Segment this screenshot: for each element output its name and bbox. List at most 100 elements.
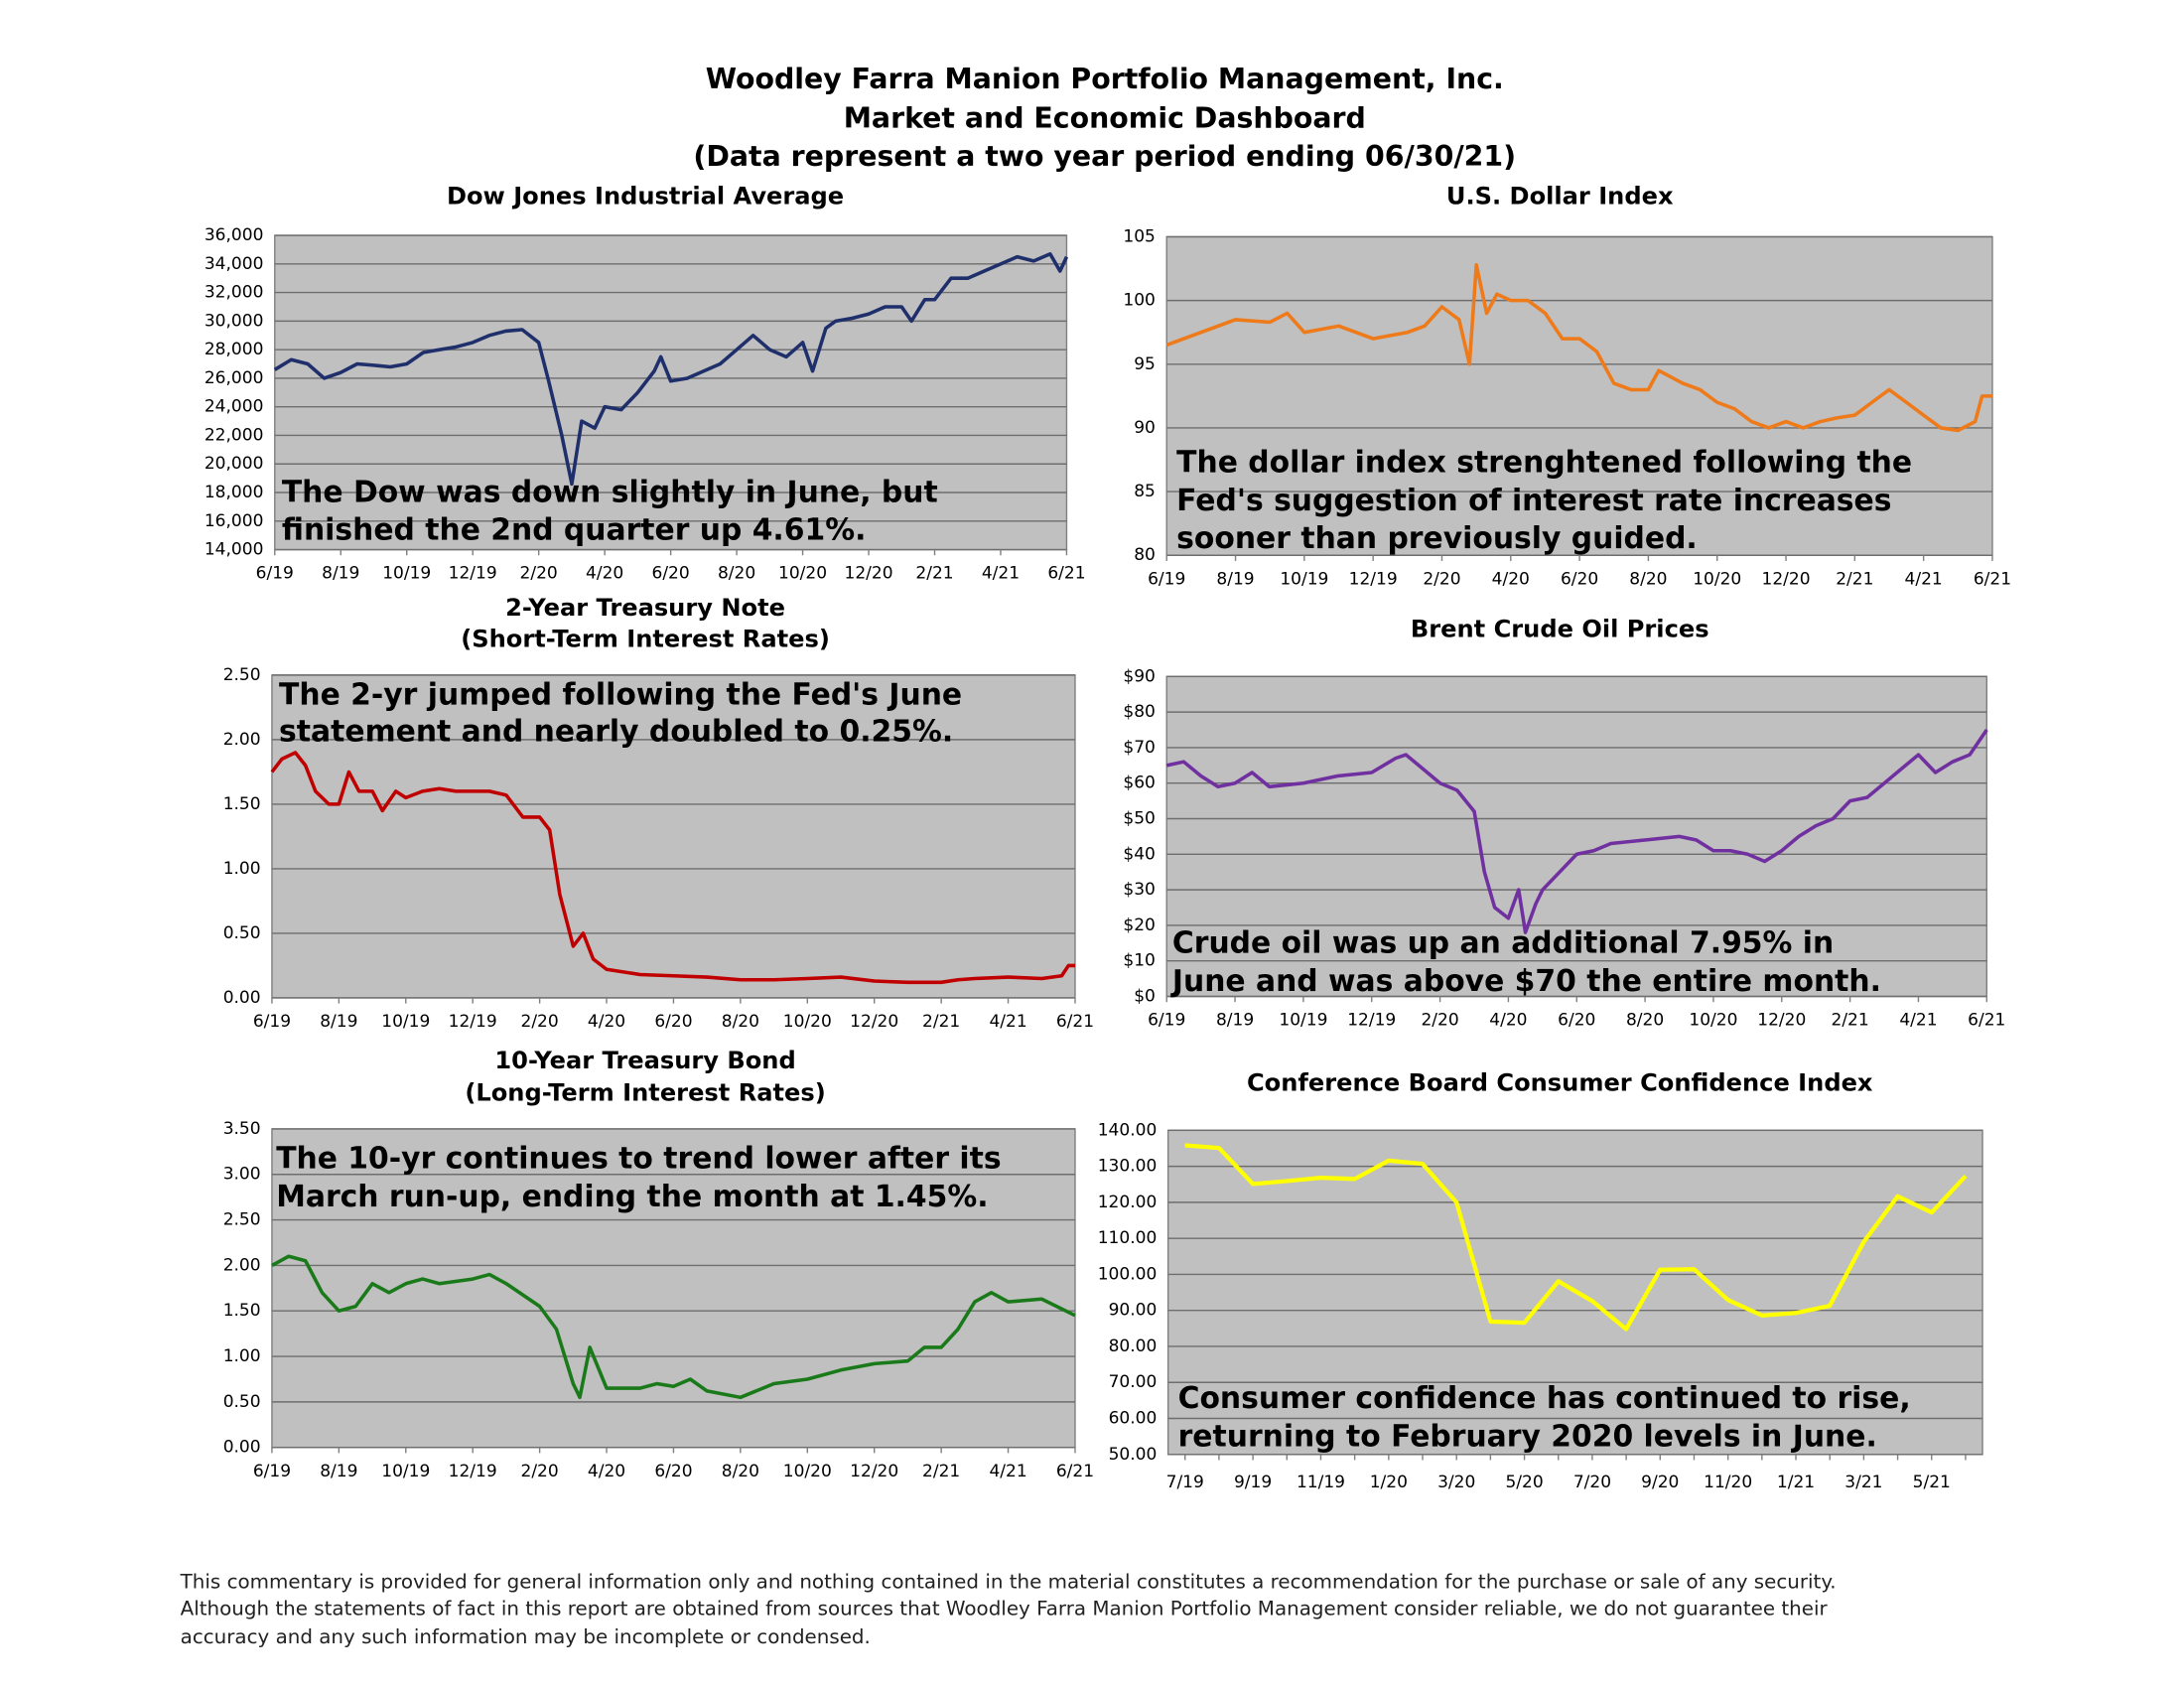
y-tick-label: $10: [1123, 951, 1155, 971]
x-tick-label: 11/20: [1704, 1473, 1752, 1492]
x-tick-label: 10/19: [382, 564, 431, 584]
y-tick-label: 2.00: [223, 1255, 261, 1275]
x-tick-label: 8/20: [722, 1462, 759, 1481]
y-tick-label: 90: [1134, 418, 1156, 438]
x-tick-label: 10/20: [1689, 1011, 1737, 1031]
chart-subtitle: (Long-Term Interest Rates): [465, 1078, 825, 1106]
y-tick-label: $20: [1123, 915, 1155, 935]
y-tick-label: 18,000: [205, 483, 264, 502]
y-tick-label: 80.00: [1109, 1336, 1158, 1356]
y-tick-label: 95: [1134, 354, 1156, 374]
annotation: statement and nearly doubled to 0.25%.: [279, 715, 953, 750]
y-tick-label: $90: [1123, 666, 1155, 686]
x-tick-label: 2/21: [922, 1462, 960, 1481]
annotation: June and was above $70 the entire month.: [1170, 964, 1881, 999]
x-tick-label: 6/21: [1047, 564, 1085, 584]
x-tick-label: 6/20: [654, 1462, 692, 1481]
x-tick-label: 8/19: [1216, 569, 1254, 589]
plot-area: [271, 1128, 1076, 1449]
y-tick-label: 3.50: [223, 1119, 261, 1139]
x-tick-label: 2/20: [521, 1462, 559, 1481]
y-tick-label: 80: [1134, 545, 1156, 565]
y-tick-label: 0.00: [223, 988, 261, 1008]
x-tick-label: 4/20: [588, 1462, 625, 1481]
x-tick-label: 8/20: [1626, 1011, 1664, 1031]
footer-line: This commentary is provided for general …: [180, 1570, 1837, 1593]
y-tick-label: 105: [1123, 226, 1155, 246]
x-tick-label: 6/21: [1056, 1462, 1094, 1481]
x-tick-label: 6/21: [1968, 1011, 2005, 1031]
x-tick-label: 8/19: [1216, 1011, 1254, 1031]
x-tick-label: 6/20: [1561, 569, 1598, 589]
x-tick-label: 6/19: [253, 1012, 291, 1032]
x-tick-label: 1/21: [1777, 1473, 1815, 1492]
y-tick-label: 14,000: [205, 540, 264, 560]
x-tick-label: 5/20: [1505, 1473, 1543, 1492]
y-tick-label: 0.50: [223, 923, 261, 943]
y-tick-label: 140.00: [1098, 1120, 1158, 1140]
annotation: finished the 2nd quarter up 4.61%.: [282, 513, 867, 548]
data-line: [1165, 728, 1988, 934]
x-tick-label: 10/19: [1279, 1011, 1327, 1031]
x-tick-label: 6/20: [1558, 1011, 1595, 1031]
x-tick-label: 4/20: [1489, 1011, 1527, 1031]
x-tick-label: 11/19: [1297, 1473, 1345, 1492]
x-tick-label: 6/19: [1148, 569, 1185, 589]
annotation: Fed's suggestion of interest rate increa…: [1176, 484, 1891, 518]
x-tick-label: 10/19: [381, 1462, 430, 1481]
x-tick-label: 2/21: [915, 564, 953, 584]
x-tick-label: 6/20: [652, 564, 690, 584]
header-line: Market and Economic Dashboard: [844, 102, 1366, 135]
y-tick-label: 16,000: [205, 511, 264, 531]
x-tick-label: 10/20: [778, 564, 827, 584]
chart-subtitle: (Short-Term Interest Rates): [461, 625, 830, 652]
x-tick-label: 8/19: [322, 564, 359, 584]
footer-line: Although the statements of fact in this …: [181, 1597, 1829, 1619]
x-tick-label: 12/19: [449, 1012, 497, 1032]
x-tick-label: 2/20: [520, 564, 558, 584]
y-tick-label: 1.50: [223, 1301, 261, 1321]
x-tick-label: 2/21: [922, 1012, 960, 1032]
plot-area: [1165, 675, 1987, 998]
footer-line: accuracy and any such information may be…: [181, 1625, 871, 1648]
annotation: Crude oil was up an additional 7.95% in: [1172, 925, 1834, 960]
y-tick-label: $30: [1123, 880, 1155, 900]
y-tick-label: 36,000: [205, 225, 264, 245]
x-tick-label: 2/20: [1421, 1011, 1458, 1031]
header-line: Woodley Farra Manion Portfolio Managemen…: [706, 63, 1504, 95]
x-tick-label: 12/19: [1349, 569, 1398, 589]
x-tick-label: 6/19: [253, 1462, 291, 1481]
chart-title: Dow Jones Industrial Average: [447, 183, 844, 211]
y-tick-label: 85: [1134, 482, 1156, 501]
x-tick-label: 4/21: [1905, 569, 1943, 589]
annotation: The dollar index strenghtened following …: [1176, 445, 1912, 480]
x-tick-label: 4/21: [982, 564, 1020, 584]
annotation: sooner than previously guided.: [1176, 521, 1698, 556]
y-tick-label: 90.00: [1109, 1301, 1158, 1321]
plot-area: [1165, 235, 1993, 556]
x-tick-label: 12/20: [1757, 1011, 1806, 1031]
x-tick-label: 10/19: [381, 1012, 430, 1032]
x-tick-label: 10/19: [1280, 569, 1328, 589]
x-tick-label: 10/20: [783, 1012, 832, 1032]
x-tick-label: 8/19: [320, 1012, 357, 1032]
y-tick-label: 20,000: [205, 454, 264, 474]
x-tick-label: 6/21: [1056, 1012, 1094, 1032]
y-tick-label: 3.00: [223, 1165, 261, 1185]
plot-area: [271, 674, 1076, 999]
x-tick-label: 12/19: [449, 564, 497, 584]
data-line: [271, 1254, 1076, 1400]
x-tick-label: 6/19: [1148, 1011, 1185, 1031]
plot-area: [274, 234, 1068, 551]
x-tick-label: 8/20: [722, 1012, 759, 1032]
y-tick-label: 110.00: [1098, 1228, 1158, 1248]
chart-title: Conference Board Consumer Confidence Ind…: [1247, 1069, 1873, 1097]
y-tick-label: 34,000: [205, 254, 264, 274]
x-tick-label: 6/21: [1974, 569, 2011, 589]
y-tick-label: 100: [1123, 291, 1155, 311]
chart-title: U.S. Dollar Index: [1446, 183, 1674, 211]
y-tick-label: 24,000: [205, 397, 264, 417]
y-tick-label: 0.00: [223, 1438, 261, 1458]
